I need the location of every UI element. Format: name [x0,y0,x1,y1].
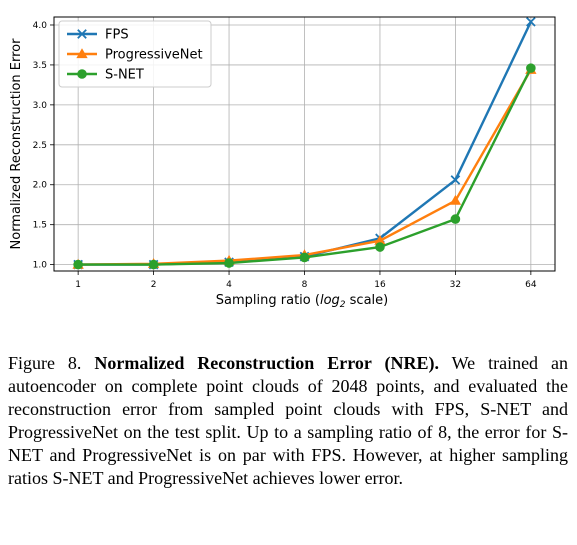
x-axis-label: Sampling ratio (log2 scale) [216,293,388,310]
legend-marker-fps [77,29,87,39]
data-point-s-net [148,259,159,270]
x-axis-label-sub: 2 [340,300,346,310]
legend-label-progressivenet: ProgressiveNet [105,48,203,63]
caption-title: Normalized Reconstruction Error (NRE). [94,353,439,373]
legend-marker-progressivenet [76,48,88,59]
y-tick-label: 1.5 [33,221,47,231]
y-tick-label: 3.5 [33,61,47,71]
series-s-net [73,63,536,270]
data-point-fps [526,16,536,27]
x-tick-label: 2 [151,280,157,290]
x-tick-label: 8 [302,280,308,290]
x-tick-label: 16 [374,280,386,290]
y-tick-label: 1.0 [33,261,48,271]
axis-ticks: 1 2 4 8 16 32 64 1.0 1.5 2.0 2.5 3.0 3.5 4.0 [33,21,537,290]
data-point-s-net [73,259,83,270]
legend: FPS ProgressiveNet S-NET [58,20,212,88]
x-tick-label: 1 [75,280,81,290]
y-tick-label: 4.0 [33,21,48,31]
x-tick-label: 64 [525,280,537,290]
legend-label-fps: FPS [105,28,129,43]
y-tick-label: 2.5 [33,141,47,151]
data-point-s-net [299,252,310,263]
series-lines [72,16,537,270]
caption-figure-number: Figure 8. [8,353,82,373]
data-point-s-net [224,258,234,268]
nre-line-chart: 1 2 4 8 16 32 64 1.0 1.5 2.0 2.5 3.0 3.5 4.0 Normaliz… [9,16,556,310]
y-tick-label: 3.0 [33,101,48,111]
legend-label-s-net: S-NET [105,68,144,83]
caption-body: We trained an autoencoder on complete po… [8,353,568,488]
x-axis-label-log: log [320,293,340,308]
legend-box [58,20,212,88]
figure-caption: Figure 8. Normalized Reconstruction Erro… [8,352,568,490]
y-axis-label: Normalized Reconstruction Error [9,38,24,250]
x-axis-label-prefix: Sampling ratio ( [216,293,320,308]
x-tick-label: 32 [450,280,461,290]
data-point-progressivenet [449,194,462,205]
data-point-s-net [450,214,461,224]
y-tick-label: 2.0 [33,181,48,191]
legend-marker-s-net [77,69,87,79]
data-point-s-net [375,242,385,252]
x-axis-label-suffix: scale) [346,293,389,308]
data-point-s-net [526,63,536,73]
x-tick-label: 4 [226,280,232,290]
data-point-fps [450,175,461,185]
